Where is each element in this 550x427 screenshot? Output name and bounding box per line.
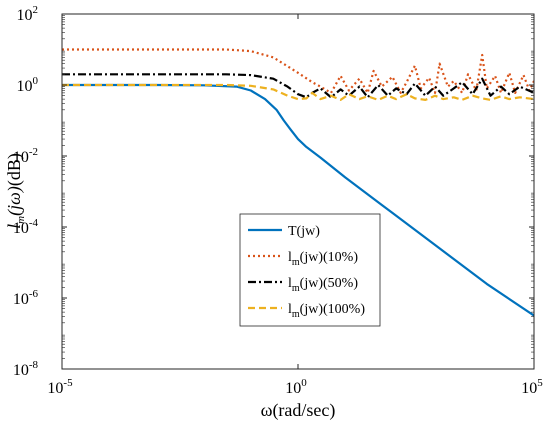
tick-layer: 10-5 100 105 10-8 10-6 10-4 10-2 100 102 xyxy=(13,4,543,397)
y-tick-label: 10-6 xyxy=(13,288,39,308)
y-tick-label: 10-4 xyxy=(13,217,39,237)
y-tick-label: 10-2 xyxy=(13,146,38,166)
y-tick-label: 10-8 xyxy=(13,359,39,379)
x-tick-label: 100 xyxy=(285,377,307,397)
x-tick-label: 105 xyxy=(521,377,543,397)
legend-entry-3: lm(jw)(100%) xyxy=(288,302,365,320)
x-axis-label: ω(rad/sec) xyxy=(261,400,336,421)
legend: T(jw) lm(jw)(10%) lm(jw)(50%) lm(jw)(100%) xyxy=(239,213,381,327)
y-axis-label: lm(jω)(dB) xyxy=(4,153,27,229)
legend-entry-2: lm(jw)(50%) xyxy=(288,276,358,294)
y-tick-label: 102 xyxy=(17,4,39,24)
series-layer xyxy=(62,48,534,317)
series-line-3 xyxy=(62,83,534,102)
y-tick-label: 100 xyxy=(17,75,39,95)
legend-entry-0: T(jw) xyxy=(288,224,320,239)
x-tick-label: 10-5 xyxy=(47,377,73,397)
legend-entry-1: lm(jw)(10%) xyxy=(288,250,358,268)
series-line-2 xyxy=(62,73,534,99)
svg-text:lm(jω)(dB): lm(jω)(dB) xyxy=(4,153,27,229)
